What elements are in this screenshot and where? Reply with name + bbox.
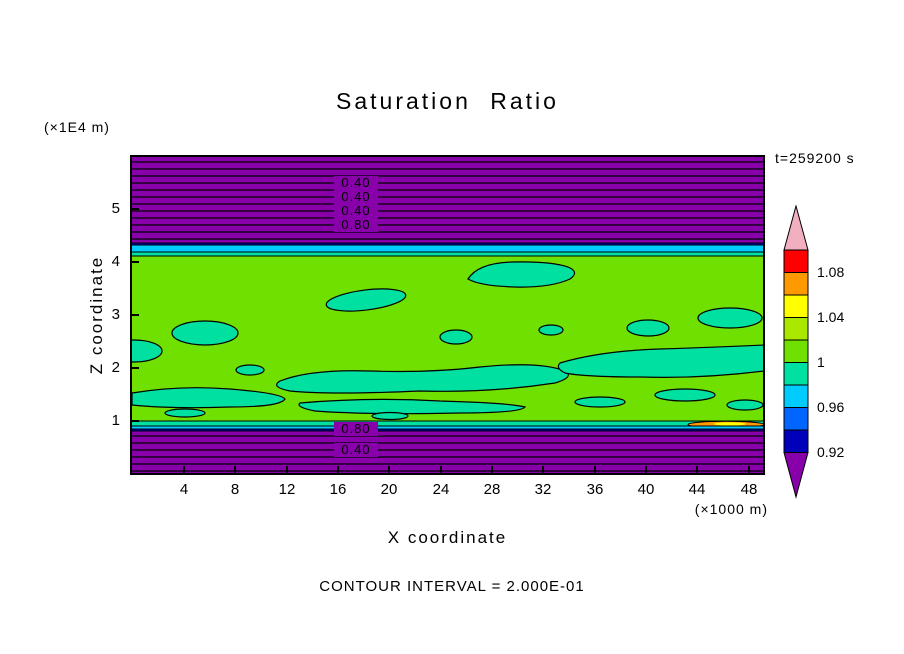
x-tick-label-40: 40 — [637, 481, 655, 498]
colorbar-tick-1: 1 — [817, 354, 825, 370]
y-axis-units-label: (×1E4 m) — [44, 119, 110, 135]
x-tick-label-24: 24 — [432, 481, 450, 498]
plot-area: 0.40 0.40 0.40 0.80 0.80 0.40 — [130, 155, 765, 475]
top-stripe-contours — [130, 242, 765, 257]
colorbar — [783, 204, 809, 500]
time-annotation: t=259200 s — [775, 150, 855, 166]
y-tick-label-3: 3 — [111, 306, 120, 323]
x-tick-label-44: 44 — [688, 481, 706, 498]
plot-frame — [130, 155, 765, 475]
bottom-cyan-stripe — [130, 426, 765, 429]
contour-label-upper-2: 0.40 — [334, 190, 378, 204]
x-tick-label-48: 48 — [740, 481, 758, 498]
y-tick-label-4: 4 — [111, 253, 120, 270]
x-tick-label-32: 32 — [534, 481, 552, 498]
colorbar-svg — [783, 204, 809, 499]
bottom-contour-lines — [130, 435, 765, 472]
contour-interval-label: CONTOUR INTERVAL = 2.000E-01 — [319, 578, 585, 595]
colorbar-tick-0-96: 0.96 — [817, 399, 845, 415]
bottom-teal-stripe — [130, 421, 765, 426]
contour-label-upper-3: 0.40 — [334, 204, 378, 218]
top-subsaturated-region — [130, 155, 765, 243]
x-tick-label-20: 20 — [380, 481, 398, 498]
x-tick-label-28: 28 — [483, 481, 501, 498]
bottom-navy-stripe — [130, 429, 765, 431]
x-axis-title: X coordinate — [387, 528, 508, 547]
contour-label-upper-1: 0.40 — [334, 176, 378, 190]
contour-label-upper-4: 0.80 — [334, 218, 378, 232]
bottom-subsaturated-region — [130, 431, 765, 475]
colorbar-tick-0-92: 0.92 — [817, 444, 845, 460]
x-tick-label-4: 4 — [179, 481, 189, 498]
x-axis-units-label: (×1000 m) — [694, 501, 768, 517]
x-tick-label-12: 12 — [278, 481, 296, 498]
bottom-stripe-contours — [130, 420, 765, 432]
y-tick-label-1: 1 — [111, 412, 120, 429]
chart-title: Saturation Ratio — [336, 88, 559, 114]
colorbar-arrow-below — [783, 452, 809, 499]
x-tick-label-8: 8 — [230, 481, 240, 498]
top-navy-stripe — [130, 243, 765, 245]
colorbar-tick-1-04: 1.04 — [817, 309, 845, 325]
y-tick-label-5: 5 — [111, 200, 120, 217]
top-contour-lines — [130, 161, 765, 240]
colorbar-segments — [783, 204, 809, 499]
contour-label-lower-2: 0.40 — [334, 443, 378, 457]
axis-tick-marks — [131, 208, 750, 474]
top-teal-stripe — [130, 252, 765, 256]
teal-patches — [130, 261, 765, 421]
x-tick-label-36: 36 — [586, 481, 604, 498]
colorbar-tick-1-08: 1.08 — [817, 264, 845, 280]
colorbar-arrow-above — [783, 204, 809, 251]
x-tick-label-16: 16 — [329, 481, 347, 498]
top-cyan-stripe — [130, 245, 765, 252]
y-tick-label-2: 2 — [111, 359, 120, 376]
contour-label-lower-1: 0.80 — [334, 422, 378, 436]
contour-plot-svg — [130, 155, 765, 475]
